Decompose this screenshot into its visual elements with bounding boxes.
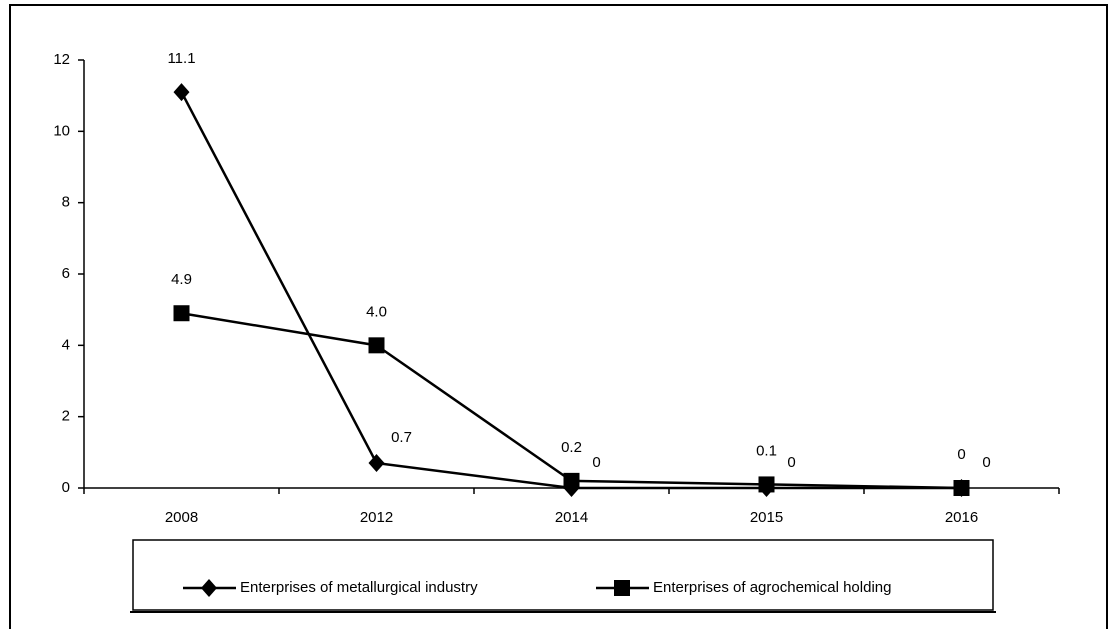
data-label: 0.2 (561, 439, 582, 456)
legend-marker (201, 579, 217, 597)
point-marker (953, 480, 970, 496)
data-label: 0 (982, 454, 990, 471)
x-tick-label: 2015 (750, 509, 783, 526)
point-marker (563, 472, 580, 489)
legend-label: Enterprises of metallurgical industry (240, 579, 478, 596)
x-tick-label: 2008 (165, 509, 198, 526)
data-label: 0.1 (756, 442, 777, 459)
y-tick-label: 8 (62, 194, 70, 211)
x-tick-label: 2014 (555, 509, 588, 526)
point-marker (758, 476, 775, 493)
point-marker (173, 305, 190, 322)
chart-frame (9, 4, 1108, 629)
data-label: 0 (957, 446, 965, 463)
legend-label: Enterprises of agrochemical holding (653, 579, 891, 596)
x-tick-label: 2016 (945, 509, 978, 526)
data-label: 0 (592, 454, 600, 471)
data-label: 4.0 (366, 303, 387, 320)
legend-box (132, 539, 994, 611)
y-tick-label: 12 (53, 51, 70, 68)
legend-marker (614, 580, 630, 596)
y-tick-label: 0 (62, 479, 70, 496)
point-marker (173, 83, 190, 102)
point-marker (368, 454, 385, 473)
data-label: 0.7 (391, 429, 412, 446)
data-label: 11.1 (167, 50, 195, 67)
y-tick-label: 2 (62, 408, 70, 425)
data-label: 4.9 (171, 271, 192, 288)
y-tick-label: 4 (62, 336, 70, 353)
data-label: 0 (787, 454, 795, 471)
y-tick-label: 10 (53, 122, 70, 139)
x-tick-label: 2012 (360, 509, 393, 526)
y-tick-label: 6 (62, 265, 70, 282)
point-marker (368, 337, 385, 354)
